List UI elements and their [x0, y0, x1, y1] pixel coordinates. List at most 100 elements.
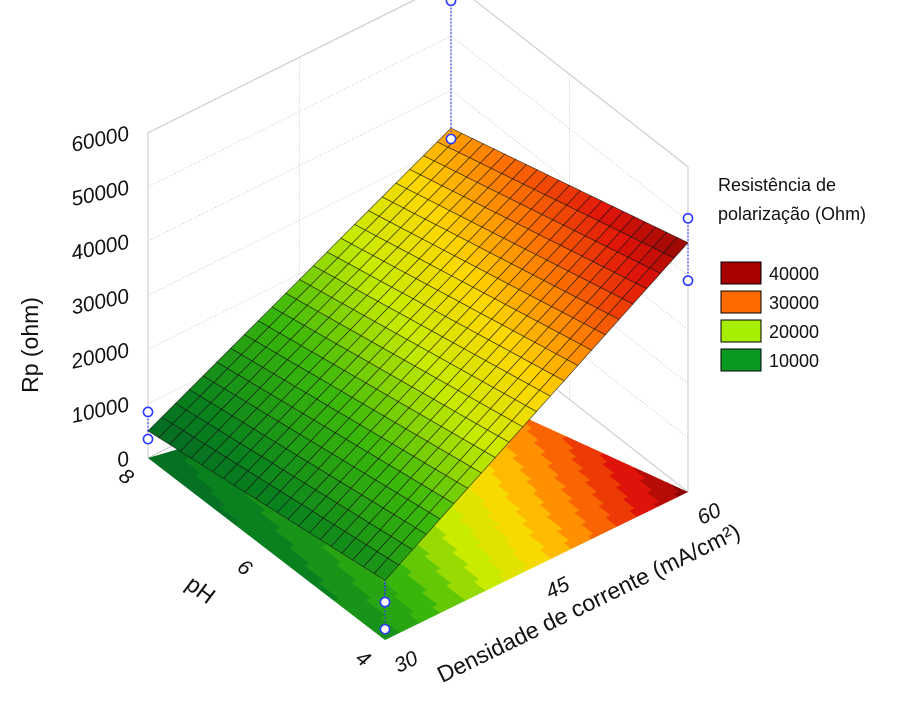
- floor-cell: [564, 418, 575, 426]
- z-tick-label: 10000: [69, 393, 131, 428]
- observed-point-2: [142, 406, 154, 418]
- observed-point-1: [142, 433, 154, 445]
- legend-swatch: [720, 290, 762, 314]
- floor-cell: [556, 412, 567, 420]
- floor-cell: [642, 460, 654, 468]
- z-tick-label: 30000: [69, 285, 131, 320]
- floor-cell: [554, 398, 566, 405]
- floor-cell: [631, 451, 642, 458]
- floor-cell: [589, 431, 600, 439]
- legend-entry-label: 20000: [769, 322, 819, 342]
- legend: Resistência de polarização (Ohm) 40000 30…: [718, 175, 866, 372]
- floor-cell: [607, 433, 618, 440]
- floor-cell: [613, 450, 624, 457]
- observed-point-7: [682, 275, 694, 287]
- floor-cell: [559, 396, 571, 403]
- z-tick-label: 60000: [69, 122, 131, 157]
- floor-cell: [609, 447, 620, 454]
- floor-cell: [593, 434, 604, 442]
- z-gridline-left-wall: [147, 35, 452, 188]
- floor-cell: [595, 423, 606, 431]
- floor-cell: [597, 438, 608, 445]
- floor-cell: [633, 460, 645, 467]
- floor-cell: [553, 404, 564, 411]
- floor-cell: [646, 463, 657, 471]
- floor-cell: [560, 415, 571, 423]
- legend-title-line-2: polarização (Ohm): [718, 204, 866, 224]
- floor-cell: [567, 402, 578, 409]
- floor-cell: [552, 409, 563, 416]
- floor-cell: [550, 420, 561, 428]
- floor-cell: [599, 426, 610, 434]
- floor-cell: [610, 441, 621, 448]
- floor-cell: [568, 422, 579, 429]
- floor-cell: [551, 415, 562, 422]
- floor-cell: [575, 408, 586, 415]
- floor-cell: [561, 410, 572, 417]
- z-gridline-left-wall: [147, 0, 416, 134]
- floor-cell: [586, 423, 597, 430]
- floor-cell: [602, 435, 613, 442]
- floor-cell: [592, 440, 603, 447]
- floor-cell: [537, 417, 548, 424]
- floor-cell: [600, 446, 611, 453]
- floor-cell: [594, 429, 605, 436]
- box-edge-top-right: [473, 0, 689, 168]
- floor-cell: [571, 430, 582, 437]
- legend-swatch: [720, 319, 762, 343]
- floor-cell: [533, 414, 544, 421]
- floor-cell: [539, 406, 550, 413]
- floor-cell: [576, 428, 587, 435]
- floor-cell: [557, 407, 568, 414]
- floor-cell: [543, 409, 554, 416]
- floor-cell: [538, 411, 549, 418]
- x-tick-label: 30: [391, 647, 422, 678]
- floor-cell: [616, 453, 628, 460]
- floor-cell: [558, 427, 569, 434]
- observed-point-3: [379, 623, 391, 635]
- floor-cell: [625, 454, 637, 461]
- floor-cell: [563, 399, 575, 406]
- floor-cell: [598, 432, 609, 439]
- z-gridline-left-wall: [147, 143, 452, 296]
- z-tick-label: 40000: [69, 231, 131, 266]
- floor-cell: [614, 444, 625, 452]
- floor-cell: [565, 413, 576, 420]
- floor-cell: [584, 434, 595, 441]
- floor-cell: [605, 444, 616, 451]
- floor-cell: [578, 417, 589, 424]
- legend-swatch: [720, 261, 762, 285]
- floor-cell: [567, 427, 578, 434]
- floor-cell: [590, 426, 601, 433]
- observed-point-6: [445, 0, 457, 7]
- floor-cell: [542, 414, 553, 421]
- floor-cell: [563, 424, 574, 431]
- floor-cell: [566, 407, 577, 415]
- floor-cell: [658, 473, 669, 480]
- y-axis-label: pH: [181, 570, 220, 608]
- floor-cell: [591, 420, 602, 428]
- box-edge-top-left: [147, 0, 416, 134]
- floor-cell: [544, 403, 555, 410]
- floor-cell: [623, 445, 634, 452]
- z-axis-label: Rp (ohm): [17, 297, 43, 393]
- floor-cell: [550, 395, 562, 402]
- y-tick-label: 4: [351, 646, 374, 671]
- legend-entry-label: 10000: [769, 351, 819, 371]
- floor-cell: [637, 463, 648, 470]
- floor-cell: [570, 410, 581, 418]
- observed-point-4: [379, 596, 391, 608]
- floor-cell: [547, 412, 558, 419]
- floor-cell: [620, 456, 632, 463]
- floor-cell: [579, 411, 590, 418]
- floor-cell: [627, 448, 638, 455]
- floor-cell: [582, 420, 593, 427]
- legend-title-line-1: Resistência de: [718, 175, 836, 195]
- floor-cell: [583, 414, 594, 421]
- legend-entries: 40000 30000 20000 10000: [720, 261, 819, 372]
- floor-cell: [546, 417, 557, 425]
- floor-cell: [569, 416, 580, 423]
- floor-cell: [622, 450, 633, 458]
- floor-cell: [638, 457, 650, 464]
